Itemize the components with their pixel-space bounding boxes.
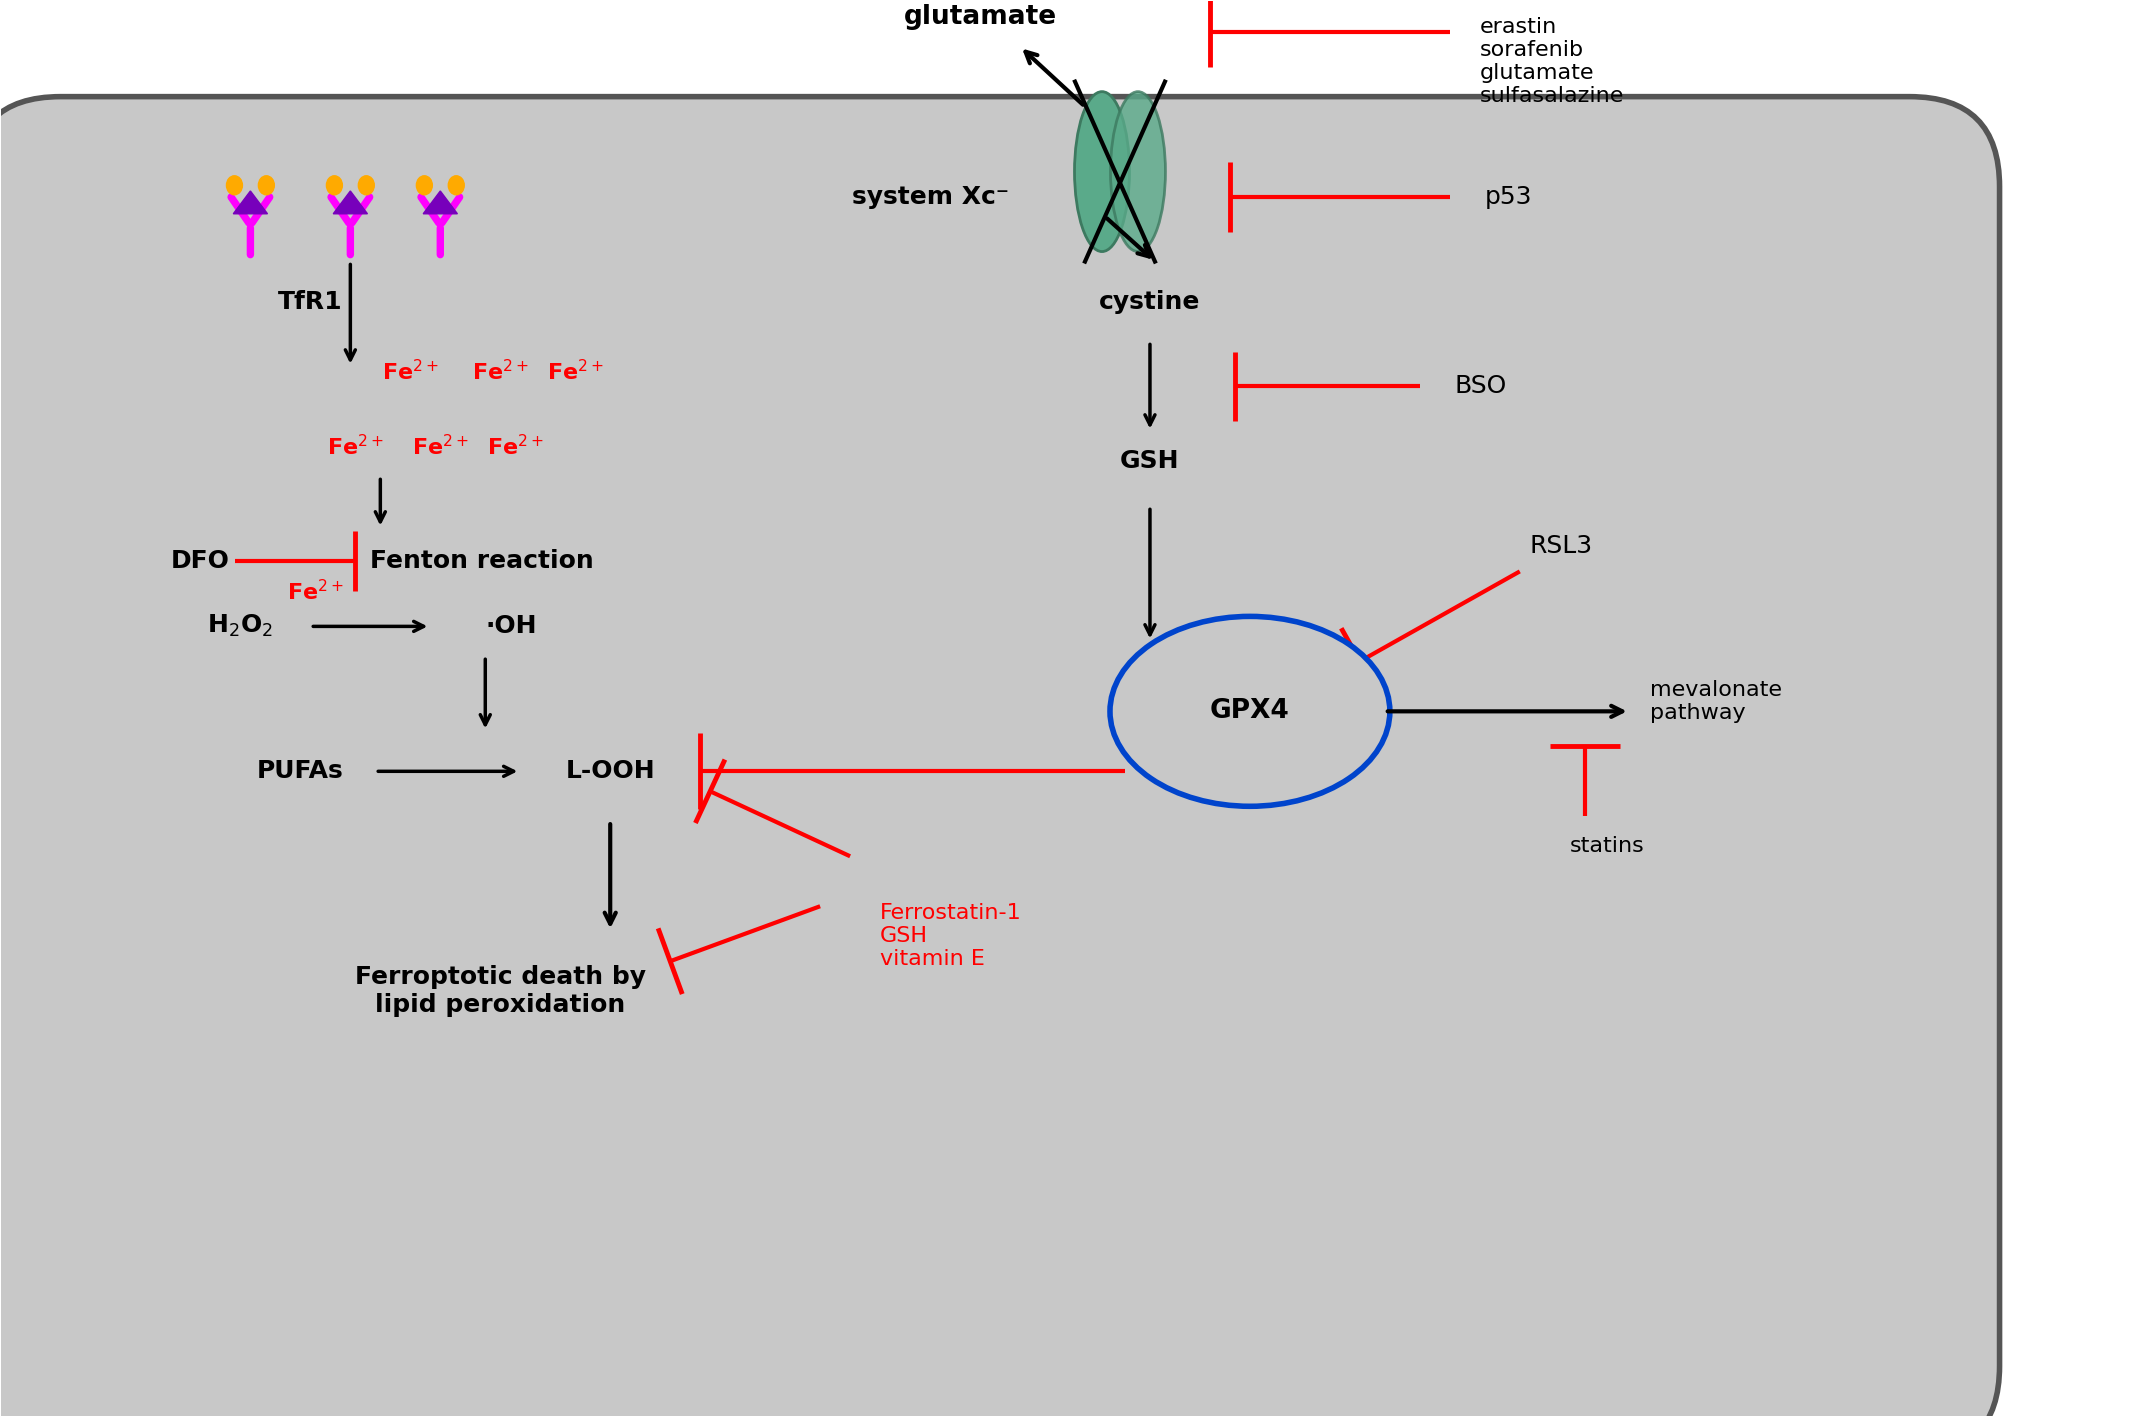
Ellipse shape <box>258 176 273 195</box>
Text: ·OH: ·OH <box>486 615 536 639</box>
Text: glutamate: glutamate <box>904 4 1057 30</box>
Polygon shape <box>424 191 458 214</box>
Text: PUFAs: PUFAs <box>256 759 344 783</box>
Ellipse shape <box>359 176 374 195</box>
Text: Fe$^{2+}$: Fe$^{2+}$ <box>327 433 383 459</box>
Text: p53: p53 <box>1485 184 1532 208</box>
Ellipse shape <box>448 176 465 195</box>
Polygon shape <box>334 191 368 214</box>
Text: Fenton reaction: Fenton reaction <box>370 549 594 573</box>
Ellipse shape <box>226 176 243 195</box>
Text: H$_2$O$_2$: H$_2$O$_2$ <box>207 613 273 640</box>
Text: L-OOH: L-OOH <box>566 759 654 783</box>
Text: GPX4: GPX4 <box>1209 698 1289 725</box>
Text: Ferrostatin-1
GSH
vitamin E: Ferrostatin-1 GSH vitamin E <box>880 903 1022 970</box>
Polygon shape <box>232 191 267 214</box>
Text: DFO: DFO <box>170 549 230 573</box>
Text: system Xc⁻: system Xc⁻ <box>852 184 1009 208</box>
Ellipse shape <box>415 176 433 195</box>
Ellipse shape <box>1110 616 1390 806</box>
Text: Fe$^{2+}$: Fe$^{2+}$ <box>381 358 439 384</box>
Text: statins: statins <box>1569 837 1644 857</box>
Ellipse shape <box>1074 92 1130 252</box>
Text: erastin
sorafenib
glutamate
sulfasalazine: erastin sorafenib glutamate sulfasalazin… <box>1481 17 1625 106</box>
Text: TfR1: TfR1 <box>278 289 342 313</box>
Text: Fe$^{2+}$: Fe$^{2+}$ <box>286 579 344 605</box>
Text: mevalonate
pathway: mevalonate pathway <box>1651 680 1782 724</box>
Text: RSL3: RSL3 <box>1530 534 1592 558</box>
Text: Fe$^{2+}$: Fe$^{2+}$ <box>411 433 469 459</box>
Text: Ferroptotic death by
lipid peroxidation: Ferroptotic death by lipid peroxidation <box>355 966 646 1017</box>
Text: Fe$^{2+}$: Fe$^{2+}$ <box>486 433 544 459</box>
FancyBboxPatch shape <box>0 96 1999 1416</box>
Text: GSH: GSH <box>1121 449 1179 473</box>
Text: cystine: cystine <box>1100 289 1201 313</box>
Text: Fe$^{2+}$: Fe$^{2+}$ <box>547 358 605 384</box>
Ellipse shape <box>327 176 342 195</box>
Text: BSO: BSO <box>1455 374 1506 398</box>
Text: Fe$^{2+}$: Fe$^{2+}$ <box>471 358 529 384</box>
Ellipse shape <box>1110 92 1166 252</box>
